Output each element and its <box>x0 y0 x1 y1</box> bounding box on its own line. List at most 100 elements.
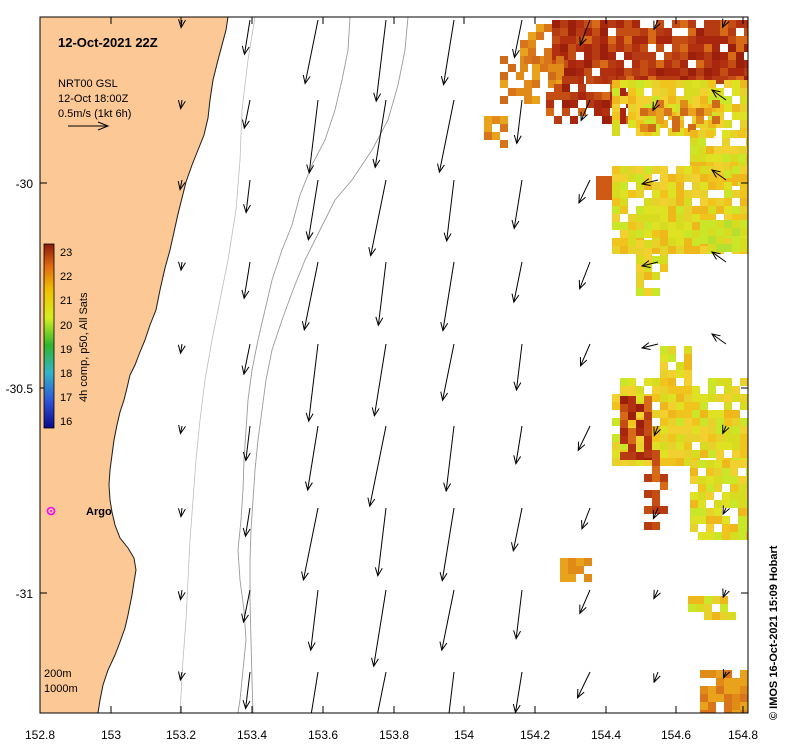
sst-pixel <box>684 354 692 362</box>
current-arrow <box>653 19 661 31</box>
sst-pixel <box>708 710 716 713</box>
sst-pixel <box>600 76 608 84</box>
sst-pixel <box>684 88 692 96</box>
sst-pixel <box>656 44 664 52</box>
argo-marker-icon[interactable] <box>46 506 56 516</box>
sst-pixel <box>692 88 700 96</box>
sst-pixel <box>740 206 748 214</box>
sst-pixel <box>620 442 628 450</box>
sst-pixel <box>722 492 730 500</box>
sst-pixel <box>700 80 708 88</box>
sst-pixel <box>644 230 652 238</box>
sst-pixel <box>698 154 706 162</box>
sst-pixel <box>700 694 708 702</box>
current-arrow <box>305 179 319 242</box>
sst-pixel <box>728 44 736 52</box>
sst-pixel <box>732 244 740 252</box>
sst-pixel <box>636 280 644 288</box>
sst-pixel <box>612 442 620 450</box>
sst-pixel <box>612 112 620 120</box>
sst-pixel <box>688 124 696 132</box>
x-tick-label: 153.8 <box>379 728 409 742</box>
sst-pixel <box>700 418 708 426</box>
sst-pixel <box>616 44 624 52</box>
sst-pixel <box>708 702 716 710</box>
sst-pixel <box>704 20 712 28</box>
current-arrow <box>653 425 661 437</box>
sst-pixel <box>722 138 730 146</box>
sst-pixel <box>746 476 748 484</box>
x-tick-label: 153.2 <box>166 728 196 742</box>
sst-pixel <box>700 410 708 418</box>
sst-pixel <box>692 246 700 254</box>
sst-pixel <box>716 166 724 174</box>
sst-pixel <box>668 246 676 254</box>
sst-pixel <box>636 404 644 412</box>
sst-pixel <box>636 96 644 104</box>
current-arrow <box>652 99 660 112</box>
sst-pixel <box>652 272 660 280</box>
sst-pixel <box>612 120 620 128</box>
sst-pixel <box>692 386 700 394</box>
current-arrow <box>513 99 523 145</box>
sst-pixel <box>740 694 748 702</box>
sst-pixel <box>616 28 624 36</box>
sst-pixel <box>676 214 684 222</box>
sst-pixel <box>724 694 732 702</box>
sst-pixel <box>636 222 644 230</box>
sst-pixel <box>732 112 740 120</box>
sst-pixel <box>620 378 628 386</box>
sst-pixel <box>636 88 644 96</box>
sst-pixel <box>632 68 640 76</box>
sst-pixel <box>676 182 684 190</box>
sst-pixel <box>664 108 672 116</box>
sst-pixel <box>668 410 676 418</box>
sst-pixel <box>700 450 708 458</box>
colorbar-tick: 16 <box>60 416 72 428</box>
sst-pixel <box>620 386 628 394</box>
sst-pixel <box>584 36 592 44</box>
current-arrow <box>373 19 387 103</box>
sst-pixel <box>708 378 716 386</box>
sst-pixel <box>700 246 708 254</box>
sst-pixel <box>712 44 720 52</box>
sst-pixel <box>716 442 724 450</box>
sst-pixel <box>652 182 660 190</box>
current-arrow <box>439 507 455 582</box>
sst-pixel <box>568 20 576 28</box>
sst-pixel <box>652 450 660 458</box>
sst-pixel <box>706 476 714 484</box>
sst-pixel <box>660 426 668 434</box>
sst-pixel <box>636 442 644 450</box>
sst-pixel <box>632 20 640 28</box>
sst-pixel <box>688 44 696 52</box>
sst-pixel <box>524 88 532 96</box>
sst-pixel <box>576 44 584 52</box>
sst-pixel <box>700 670 708 678</box>
sst-pixel <box>584 44 592 52</box>
sst-pixel <box>714 532 722 540</box>
argo-float[interactable]: Argo <box>46 506 112 518</box>
sst-pixel <box>636 458 644 466</box>
sst-pixel <box>640 28 648 36</box>
sst-pixel <box>604 176 612 184</box>
sst-pixel <box>676 174 684 182</box>
current-arrow <box>721 18 730 29</box>
sst-pixel <box>722 170 730 178</box>
current-arrow <box>371 343 387 418</box>
sst-pixel <box>684 362 692 370</box>
sst-pixel <box>620 404 628 412</box>
sst-pixel <box>668 434 676 442</box>
sst-pixel <box>644 198 652 206</box>
sst-pixel <box>616 60 624 68</box>
sst-pixel <box>740 238 748 246</box>
sst-pixel <box>636 264 644 272</box>
sst-pixel <box>594 100 602 108</box>
sst-pixel <box>668 442 676 450</box>
sst-pixel <box>612 128 620 136</box>
sst-pixel <box>660 222 668 230</box>
sst-pixel <box>624 28 632 36</box>
sst-pixel <box>724 710 732 713</box>
argo-marker-dot <box>50 510 52 512</box>
current-arrow <box>241 19 251 56</box>
